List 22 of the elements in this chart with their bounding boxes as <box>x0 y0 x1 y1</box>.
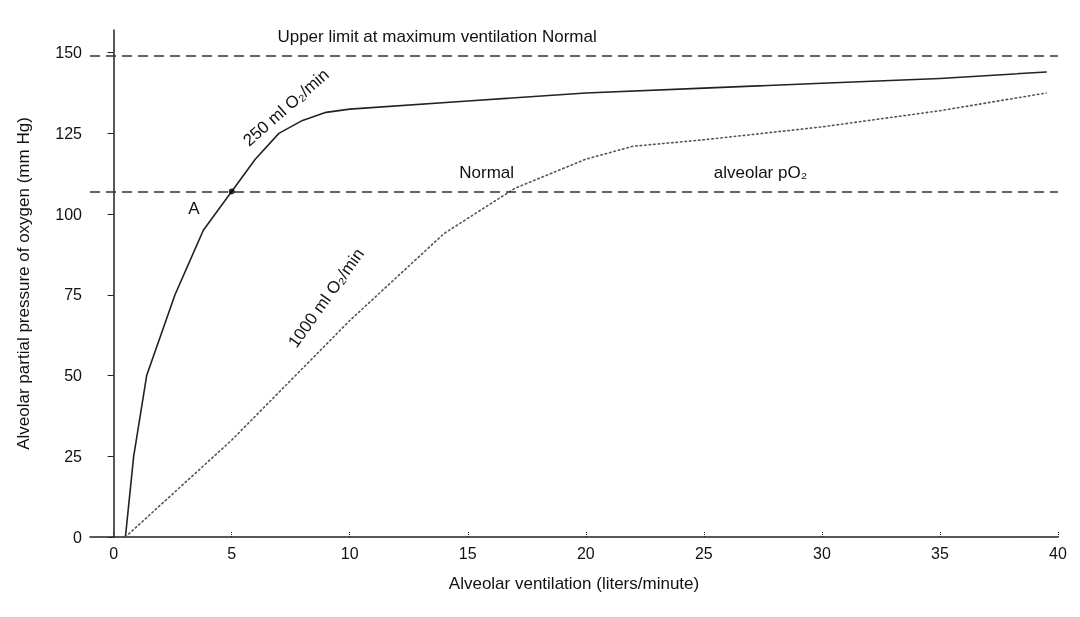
y-axis-title: Alveolar partial pressure of oxygen (mm Hg) <box>14 117 33 450</box>
x-axis-title: Alveolar ventilation (liters/minute) <box>448 574 700 593</box>
annotation: alveolar pO₂ <box>713 162 808 182</box>
annotation: Normal <box>459 162 515 182</box>
x-tick-label: 0 <box>109 544 119 562</box>
y-tick-label: 0 <box>73 528 83 546</box>
y-tick-label: 100 <box>55 205 83 223</box>
annotation: Upper limit at maximum ventilation Normal <box>277 26 597 46</box>
x-tick-label: 30 <box>813 544 831 562</box>
x-tick-label: 15 <box>458 544 477 562</box>
y-tick-label: 75 <box>64 286 83 304</box>
y-tick-label: 150 <box>55 44 83 62</box>
annotation: A <box>188 199 201 219</box>
x-tick-label: 40 <box>1049 544 1067 562</box>
y-tick-label: 25 <box>64 447 83 465</box>
y-tick-label: 50 <box>64 367 83 385</box>
x-tick-label: 20 <box>576 544 595 562</box>
x-tick-label: 5 <box>227 544 237 562</box>
x-tick-label: 25 <box>694 544 713 562</box>
y-tick-label: 125 <box>55 124 83 142</box>
x-tick-label: 35 <box>931 544 949 562</box>
x-tick-label: 10 <box>340 544 359 562</box>
